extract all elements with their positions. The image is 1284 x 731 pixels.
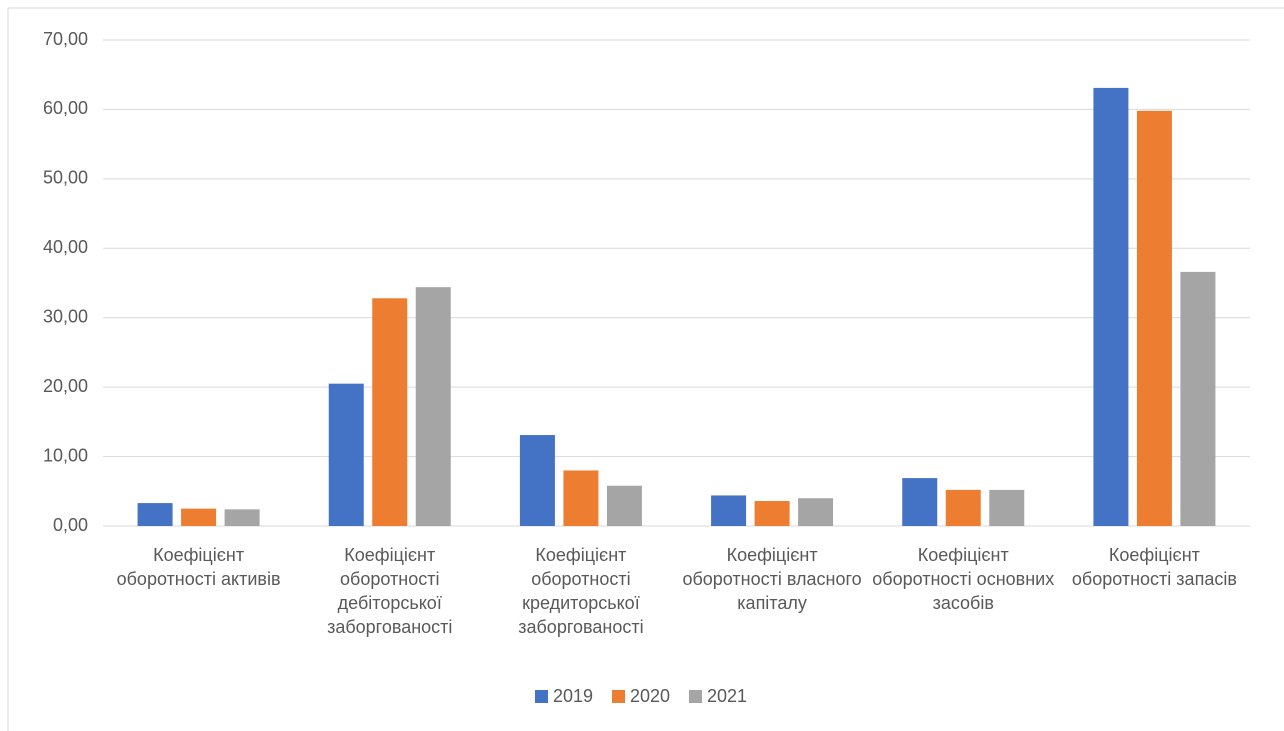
x-tick-label: Коефіцієнт оборотності кредиторської заб…: [518, 545, 644, 637]
bar: [902, 478, 938, 526]
bar: [519, 435, 555, 526]
y-tick-label: 0,00: [53, 515, 88, 535]
x-tick-label: Коефіцієнт оборотності власного капіталу: [682, 545, 862, 613]
bar: [754, 501, 790, 526]
legend-swatch: [612, 690, 625, 703]
bar: [798, 498, 834, 526]
bar: [372, 298, 408, 526]
y-tick-label: 60,00: [43, 98, 88, 118]
y-tick-label: 50,00: [43, 168, 88, 188]
bar: [606, 485, 642, 526]
bar: [563, 470, 599, 526]
y-tick-label: 30,00: [43, 306, 88, 326]
legend-swatch: [689, 690, 702, 703]
bar: [137, 503, 173, 526]
bar: [224, 509, 260, 526]
bar: [181, 508, 217, 526]
legend-swatch: [535, 690, 548, 703]
legend-label: 2019: [553, 686, 593, 706]
bar: [1093, 87, 1129, 527]
bar: [415, 287, 451, 526]
x-tick-label: Коефіцієнт оборотності активів: [116, 545, 281, 589]
x-tick-label: Коефіцієнт оборотності основних засобів: [872, 545, 1055, 613]
x-tick-label: Коефіцієнт оборотності запасів: [1071, 545, 1237, 589]
y-tick-label: 70,00: [43, 29, 88, 49]
legend-label: 2021: [707, 686, 747, 706]
y-tick-label: 40,00: [43, 237, 88, 257]
y-tick-label: 10,00: [43, 445, 88, 465]
x-tick-label: Коефіцієнт оборотності дебіторської забо…: [327, 545, 453, 637]
bar: [989, 489, 1025, 526]
bar: [711, 495, 747, 526]
legend-label: 2020: [630, 686, 670, 706]
y-tick-label: 20,00: [43, 376, 88, 396]
bar: [1180, 271, 1216, 526]
bar: [945, 489, 981, 526]
bar: [1136, 110, 1172, 527]
bar: [328, 383, 364, 526]
